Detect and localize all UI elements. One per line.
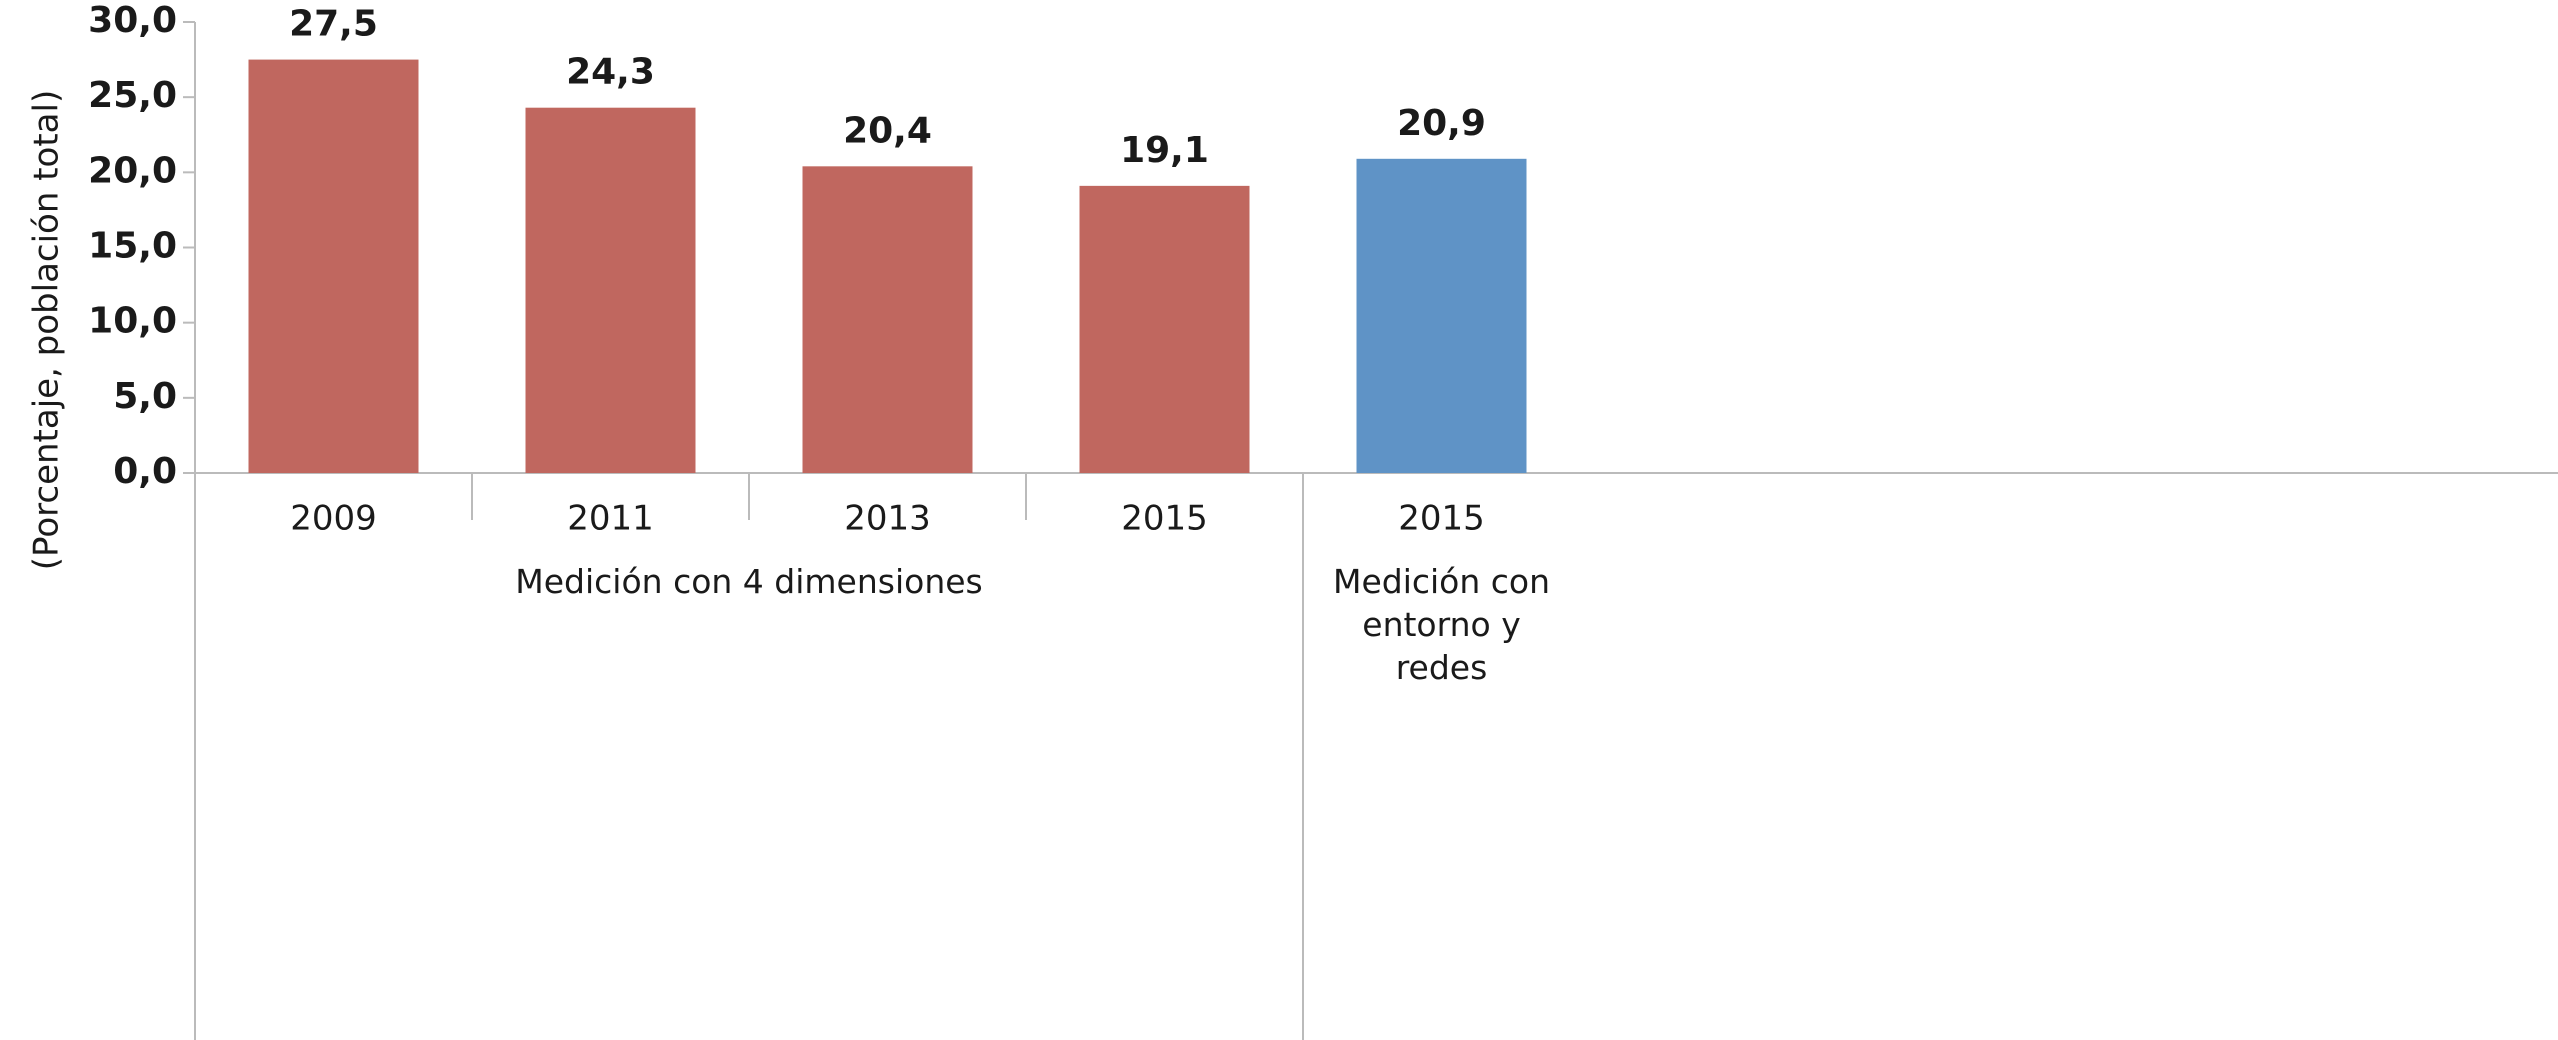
group-label: Medición con 4 dimensiones bbox=[515, 562, 983, 601]
x-tick-label: 2013 bbox=[844, 499, 931, 539]
x-tick-label: 2015 bbox=[1398, 499, 1485, 539]
x-tick-label: 2015 bbox=[1121, 499, 1208, 539]
value-label: 20,4 bbox=[843, 110, 932, 151]
value-label: 19,1 bbox=[1120, 130, 1209, 171]
x-tick-label: 2011 bbox=[567, 499, 654, 539]
bar bbox=[248, 59, 419, 473]
y-tick-label: 15,0 bbox=[88, 226, 177, 267]
value-label: 24,3 bbox=[566, 52, 655, 93]
y-tick-label: 10,0 bbox=[88, 301, 177, 342]
bar bbox=[525, 107, 696, 473]
bar bbox=[1356, 158, 1527, 473]
bar bbox=[1079, 185, 1250, 473]
x-tick-label: 2009 bbox=[290, 499, 377, 539]
value-label: 20,9 bbox=[1397, 103, 1486, 144]
group-label: Medición con entorno y redes bbox=[1332, 562, 1551, 687]
y-tick-label: 0,0 bbox=[113, 451, 177, 492]
y-tick-label: 20,0 bbox=[88, 150, 177, 191]
y-tick-label: 30,0 bbox=[88, 0, 177, 41]
y-axis-label: (Porcentaje, población total) bbox=[27, 90, 67, 570]
y-tick-label: 25,0 bbox=[88, 75, 177, 116]
value-label: 27,5 bbox=[289, 4, 378, 45]
y-tick-label: 5,0 bbox=[113, 376, 177, 417]
bar bbox=[802, 166, 973, 473]
